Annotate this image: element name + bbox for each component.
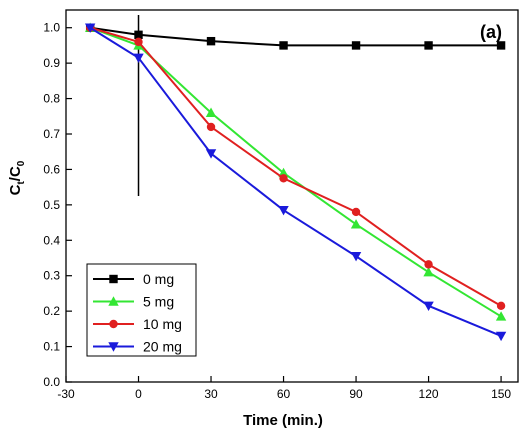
data-point-5-mg [205,107,217,117]
data-point-0-mg [496,41,506,50]
x-tick-label: 90 [349,387,363,401]
y-tick-label: 0.3 [43,269,60,283]
data-point-10-mg [279,174,288,183]
panel-label: (a) [480,22,502,42]
y-tick-label: 1.0 [43,21,60,35]
legend-item-5-mg: 5 mg [93,294,174,310]
legend-label: 5 mg [143,294,174,310]
data-point-10-mg [424,260,433,269]
x-tick-label: 30 [204,387,218,401]
data-point-20-mg [133,53,144,64]
series-10-mg [85,23,506,311]
data-point-20-mg [205,149,217,159]
data-point-0-mg [134,30,143,39]
plot-frame [65,9,519,383]
legend-item-20-mg: 20 mg [93,339,182,355]
series-line-0-mg [90,26,502,47]
legend-swatch-marker [109,274,118,284]
data-point-0-mg [351,41,361,50]
data-point-0-mg [424,41,433,50]
y-tick-label: 0.5 [43,198,60,212]
legend: 0 mg 5 mg 10 mg 20 mg [86,263,197,357]
legend-item-0-mg: 0 mg [93,271,174,287]
y-axis-title: Ct/C0 [7,160,27,195]
y-tick-label: 0.4 [43,233,60,247]
legend-label: 0 mg [143,271,174,287]
legend-swatch-marker [109,319,118,329]
data-point-10-mg [134,37,143,47]
legend-label: 20 mg [143,339,182,355]
series-group [84,22,507,342]
data-point-20-mg [278,205,289,216]
data-point-5-mg [423,266,434,277]
y-tick-label: 0.9 [43,56,60,70]
y-tick-label: 0.2 [43,304,60,318]
y-tick-label: 0.8 [43,92,60,106]
data-point-20-mg [84,23,96,33]
y-tick-label: 0.0 [43,375,60,389]
y-tick-label: 0.6 [43,162,60,176]
data-point-20-mg [423,301,434,312]
data-point-10-mg [351,207,361,217]
series-0-mg [85,23,506,50]
legend-item-10-mg: 10 mg [93,316,182,332]
x-tick-label: -30 [57,387,75,401]
data-point-5-mg [278,167,289,178]
x-tick-label: 150 [491,387,511,401]
y-tick-label: 0.7 [43,127,60,141]
data-point-20-mg [495,331,507,342]
series-20-mg [84,23,507,342]
axis-ticks: -30 0 30 60 90 120 150 0.0 0.1 0.2 0.3 0.4 0.5 0.6 0.7… [43,21,511,401]
x-tick-label: 120 [419,387,439,401]
legend-swatch-marker [108,296,119,306]
data-point-0-mg [206,36,216,46]
svg-text:Ct/C0: Ct/C0 [7,160,27,195]
legend-swatch-marker [108,342,119,352]
data-point-5-mg [350,219,362,229]
data-point-0-mg [279,41,288,50]
data-point-20-mg [350,252,362,262]
y-tick-label: 0.1 [43,340,60,354]
x-tick-label: 60 [277,387,291,401]
data-point-5-mg [495,311,507,321]
data-point-10-mg [496,301,506,311]
legend-label: 10 mg [143,316,182,332]
x-tick-label: 0 [135,387,142,401]
x-axis-title: Time (min.) [243,412,323,429]
data-point-10-mg [206,122,216,132]
